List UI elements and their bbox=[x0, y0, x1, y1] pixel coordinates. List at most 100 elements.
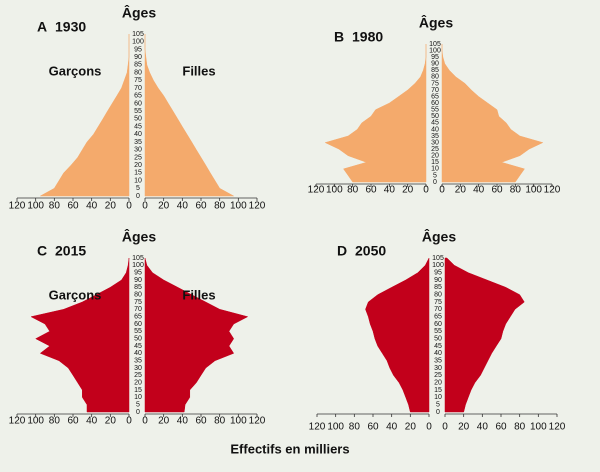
panel-label: C bbox=[37, 243, 47, 259]
x-tick-label: 60 bbox=[367, 422, 379, 433]
legend-label: Filles bbox=[182, 287, 215, 302]
y-tick-label: 15 bbox=[134, 170, 142, 177]
y-tick-label: 20 bbox=[434, 380, 442, 387]
y-tick-label: 35 bbox=[434, 358, 442, 365]
y-tick-label: 90 bbox=[431, 61, 439, 68]
panel-title: 2050 bbox=[355, 243, 386, 259]
x-tick-label: 100 bbox=[327, 422, 344, 433]
y-tick-label: 20 bbox=[134, 380, 142, 387]
y-tick-label: 5 bbox=[433, 172, 437, 179]
y-tick-label: 50 bbox=[434, 336, 442, 343]
y-tick-label: 30 bbox=[434, 365, 442, 372]
y-tick-label: 70 bbox=[134, 306, 142, 313]
x-tick-label: 40 bbox=[177, 201, 189, 212]
y-axis-label: Âges bbox=[122, 4, 156, 21]
x-tick-label: 0 bbox=[439, 185, 445, 196]
pyramid-area bbox=[324, 44, 427, 183]
x-tick-label: 0 bbox=[142, 201, 148, 212]
y-tick-label: 95 bbox=[134, 46, 142, 53]
x-tick-label: 100 bbox=[230, 416, 247, 427]
x-tick-label: 120 bbox=[309, 422, 326, 433]
x-tick-label: 40 bbox=[384, 185, 396, 196]
y-tick-label: 0 bbox=[436, 409, 440, 416]
y-tick-label: 80 bbox=[134, 292, 142, 299]
y-tick-label: 40 bbox=[434, 350, 442, 357]
x-tick-label: 100 bbox=[525, 185, 542, 196]
x-tick-label: 100 bbox=[230, 201, 247, 212]
x-tick-label: 120 bbox=[544, 185, 561, 196]
y-tick-label: 15 bbox=[134, 387, 142, 394]
y-tick-label: 35 bbox=[134, 358, 142, 365]
y-tick-label: 95 bbox=[434, 270, 442, 277]
y-tick-label: 40 bbox=[134, 131, 142, 138]
y-tick-label: 55 bbox=[134, 108, 142, 115]
x-tick-label: 0 bbox=[126, 416, 132, 427]
y-tick-label: 90 bbox=[134, 277, 142, 284]
x-tick-label: 0 bbox=[442, 422, 448, 433]
x-tick-label: 120 bbox=[308, 185, 325, 196]
y-tick-label: 80 bbox=[134, 69, 142, 76]
panel-title: 2015 bbox=[55, 243, 86, 259]
x-tick-label: 0 bbox=[126, 201, 132, 212]
x-tick-label: 120 bbox=[249, 416, 266, 427]
y-tick-label: 60 bbox=[134, 321, 142, 328]
panel-title: 1980 bbox=[352, 29, 383, 45]
pyramid-area bbox=[144, 34, 234, 197]
y-tick-label: 20 bbox=[431, 153, 439, 160]
y-tick-label: 105 bbox=[432, 255, 444, 262]
x-tick-label: 120 bbox=[9, 416, 26, 427]
x-tick-label: 100 bbox=[27, 416, 44, 427]
y-tick-label: 70 bbox=[134, 85, 142, 92]
y-tick-label: 40 bbox=[134, 350, 142, 357]
y-tick-label: 65 bbox=[434, 314, 442, 321]
x-tick-label: 20 bbox=[105, 201, 117, 212]
x-tick-label: 100 bbox=[27, 201, 44, 212]
y-tick-label: 0 bbox=[433, 179, 437, 186]
pyramid-area bbox=[444, 257, 525, 413]
panel-label: B bbox=[334, 29, 344, 45]
y-tick-label: 50 bbox=[134, 116, 142, 123]
y-tick-label: 80 bbox=[431, 74, 439, 81]
y-tick-label: 25 bbox=[134, 372, 142, 379]
pyramid-area bbox=[30, 257, 130, 413]
y-tick-label: 30 bbox=[134, 365, 142, 372]
x-tick-label: 40 bbox=[86, 201, 98, 212]
y-tick-label: 45 bbox=[434, 343, 442, 350]
y-tick-label: 75 bbox=[431, 80, 439, 87]
x-tick-label: 20 bbox=[158, 416, 170, 427]
y-tick-label: 60 bbox=[431, 100, 439, 107]
x-tick-label: 60 bbox=[491, 185, 503, 196]
panel-label: A bbox=[37, 19, 47, 35]
y-tick-label: 85 bbox=[434, 284, 442, 291]
y-tick-label: 105 bbox=[132, 255, 144, 262]
x-tick-label: 60 bbox=[195, 416, 207, 427]
x-tick-label: 40 bbox=[386, 422, 398, 433]
y-tick-label: 100 bbox=[429, 47, 441, 54]
x-tick-label: 40 bbox=[477, 422, 489, 433]
pyramid-area bbox=[441, 44, 544, 183]
y-tick-label: 45 bbox=[431, 120, 439, 127]
x-axis-label: Effectifs en milliers bbox=[230, 441, 349, 456]
legend-label: Filles bbox=[182, 63, 215, 78]
x-tick-label: 20 bbox=[105, 416, 117, 427]
y-tick-label: 5 bbox=[136, 185, 140, 192]
y-axis-label: Âges bbox=[122, 228, 156, 245]
y-tick-label: 55 bbox=[434, 328, 442, 335]
y-tick-label: 10 bbox=[431, 166, 439, 173]
y-tick-label: 90 bbox=[434, 277, 442, 284]
x-tick-label: 20 bbox=[455, 185, 467, 196]
panel-title: 1930 bbox=[55, 19, 86, 35]
x-tick-label: 80 bbox=[349, 422, 361, 433]
y-tick-label: 65 bbox=[431, 93, 439, 100]
y-tick-label: 65 bbox=[134, 93, 142, 100]
panel-label: D bbox=[337, 243, 347, 259]
x-tick-label: 20 bbox=[402, 185, 414, 196]
y-tick-label: 45 bbox=[134, 343, 142, 350]
x-tick-label: 120 bbox=[9, 201, 26, 212]
y-tick-label: 5 bbox=[136, 402, 140, 409]
y-tick-label: 5 bbox=[436, 402, 440, 409]
x-tick-label: 120 bbox=[249, 201, 266, 212]
x-tick-label: 80 bbox=[214, 201, 226, 212]
pyramid-area bbox=[40, 34, 130, 197]
y-tick-label: 95 bbox=[134, 270, 142, 277]
